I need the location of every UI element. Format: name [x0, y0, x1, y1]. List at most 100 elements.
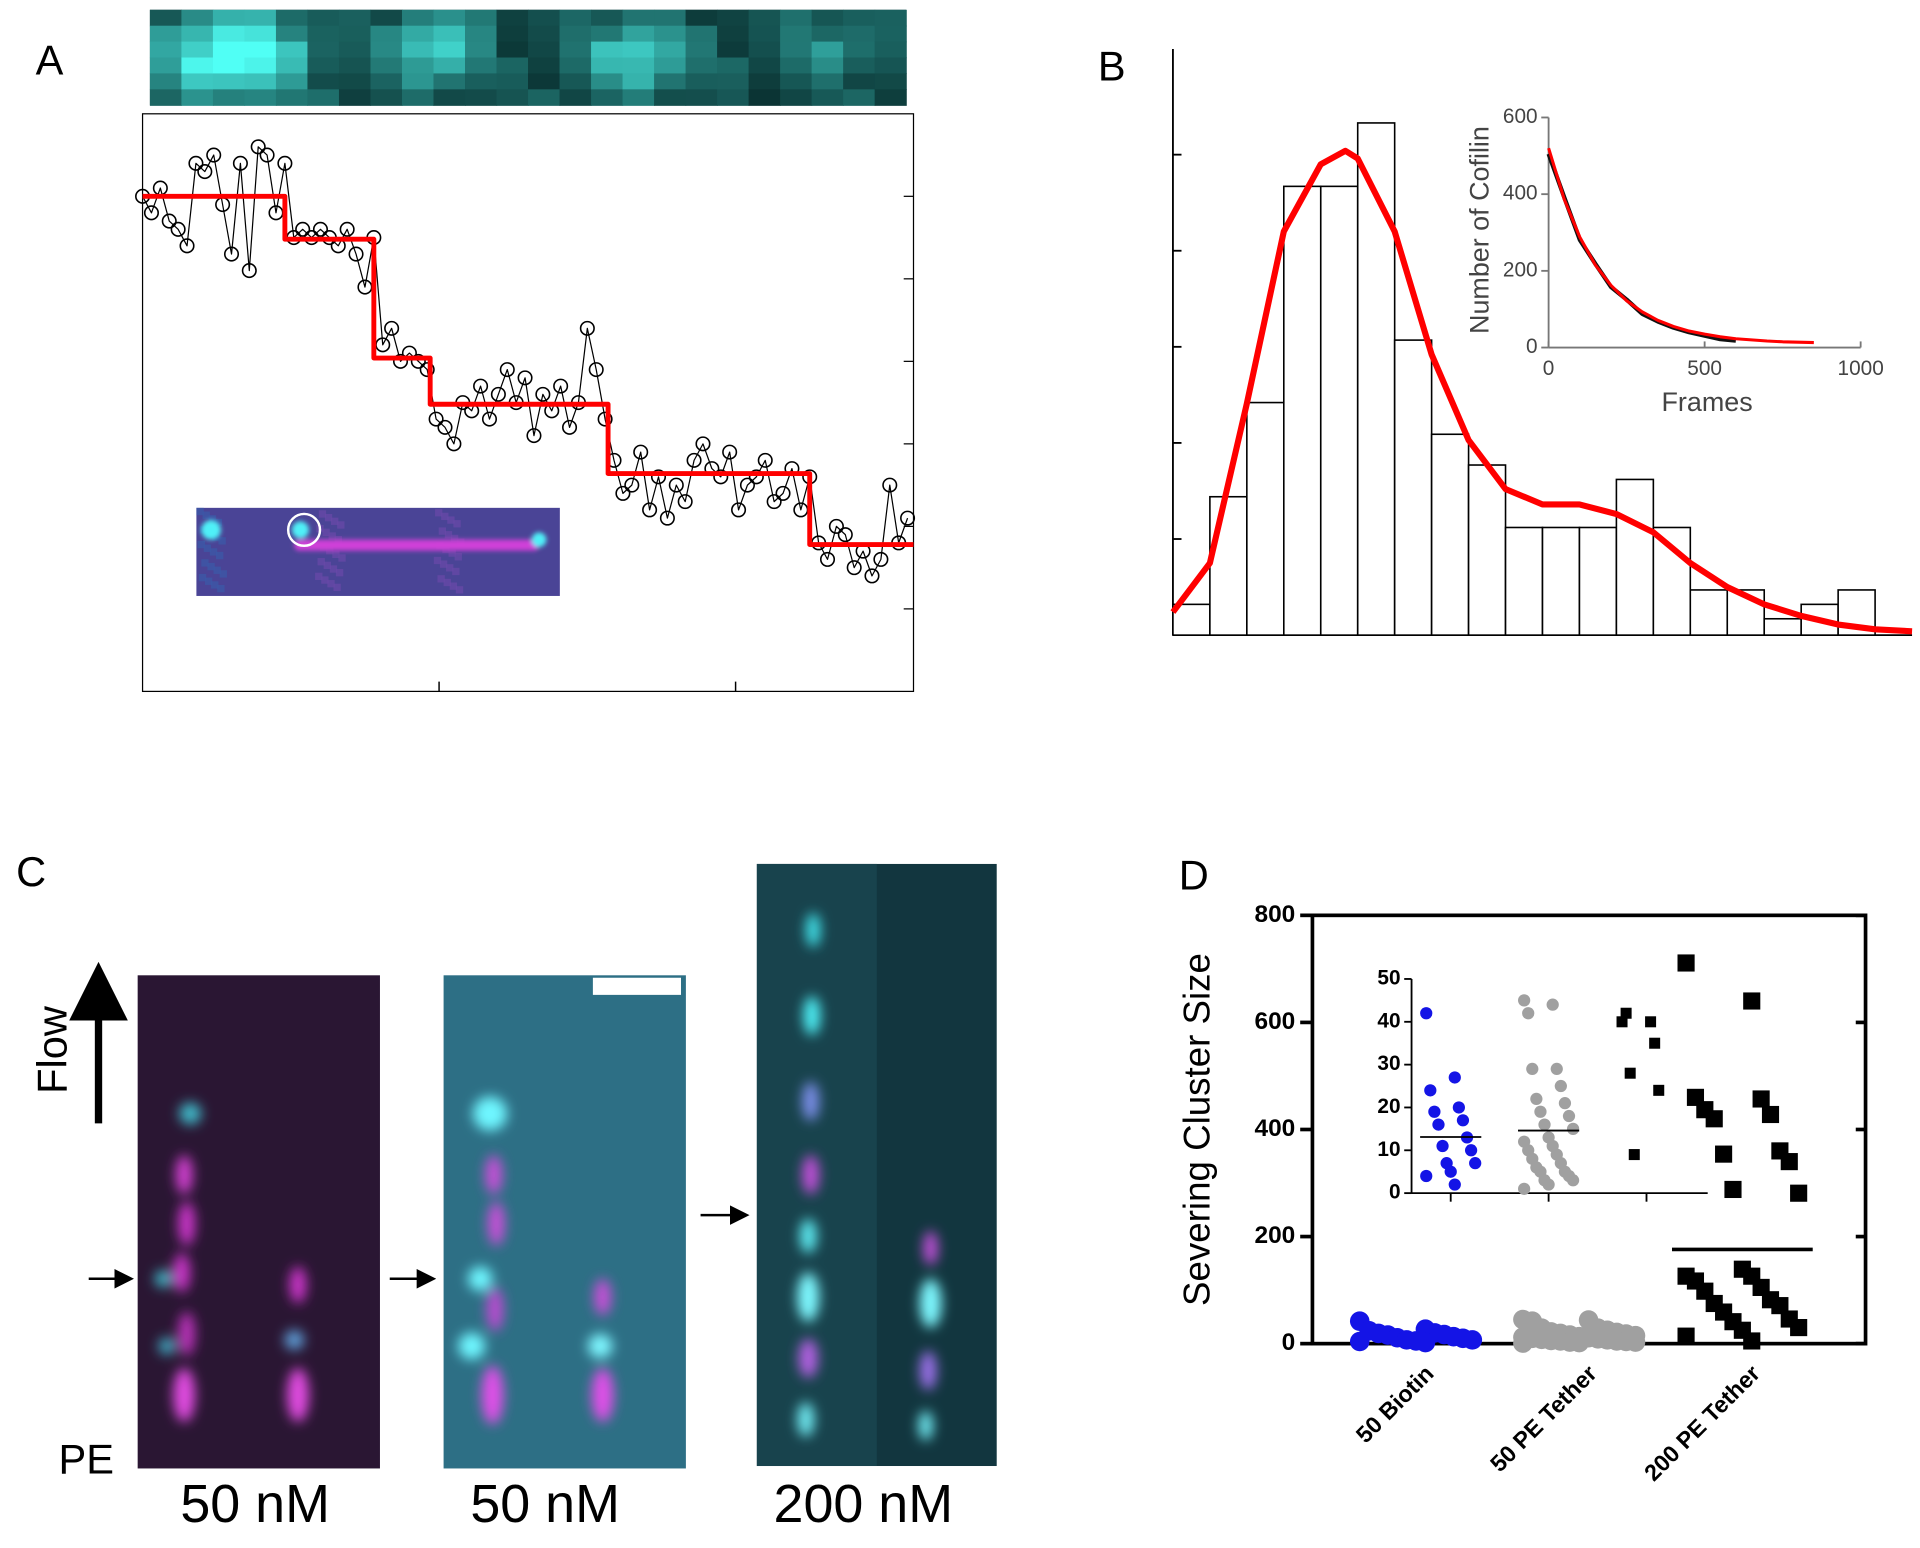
kymograph-pixel	[401, 9, 435, 27]
data-point	[686, 452, 702, 468]
kymograph-pixel	[496, 25, 529, 43]
spot	[291, 521, 309, 539]
kymograph-pixel	[307, 73, 340, 90]
kymograph-pixel	[338, 9, 372, 27]
data-point	[713, 469, 729, 485]
kymograph-pixel	[874, 9, 907, 27]
kymograph-pixel	[591, 25, 624, 43]
noise	[328, 532, 336, 540]
filament	[294, 539, 540, 551]
kymograph-pixel	[338, 57, 372, 75]
data-point	[1513, 1333, 1533, 1353]
data-point	[1464, 1144, 1478, 1157]
kymograph-pixel	[275, 9, 309, 27]
data-point	[437, 419, 453, 435]
kymograph-pixel	[717, 73, 750, 90]
data-point	[143, 205, 159, 221]
data-point	[837, 527, 853, 543]
data-point	[1518, 1182, 1531, 1195]
panel-label: C	[16, 848, 46, 895]
histogram-bar	[1652, 526, 1692, 636]
data-point	[757, 452, 773, 468]
kymograph-pixel	[149, 9, 183, 27]
micrograph-panel	[137, 863, 997, 1469]
kymograph-pixel	[780, 25, 813, 43]
noise	[197, 540, 205, 549]
data-point	[1566, 1174, 1580, 1187]
kymograph-pixel	[496, 73, 529, 90]
kymograph-pixel	[748, 9, 781, 27]
kymograph-pixel	[843, 9, 876, 27]
kymograph-pixel	[433, 25, 466, 43]
kymograph-pixel	[654, 57, 687, 75]
kymograph-pixel	[685, 41, 718, 59]
data-point	[1705, 1110, 1723, 1128]
kymograph-pixel	[780, 73, 813, 90]
noise	[435, 509, 443, 517]
kymograph-pixel	[275, 57, 309, 75]
kymograph-pixel	[654, 41, 687, 59]
histogram-bar	[1689, 589, 1729, 636]
kymograph-pixel	[401, 89, 435, 106]
y-tick-label: 400	[1254, 1115, 1295, 1142]
kymograph-pixel	[591, 9, 624, 27]
noise	[331, 517, 339, 525]
kymograph-pixel	[149, 25, 183, 43]
kymograph-pixel	[874, 89, 907, 106]
kymograph-pixel	[307, 9, 340, 27]
data-point	[1653, 1084, 1665, 1096]
kymograph-pixel	[496, 89, 529, 106]
data-point	[1538, 1118, 1551, 1131]
kymograph-pixel	[212, 25, 246, 43]
noise	[321, 576, 329, 584]
kymograph-pixel	[685, 9, 718, 27]
data-point	[1456, 1114, 1470, 1127]
kymograph-pixel	[528, 57, 561, 75]
kymograph-pixel	[685, 25, 718, 43]
data-point	[695, 436, 711, 452]
kymograph-pixel	[874, 73, 907, 90]
data-point	[1790, 1184, 1808, 1202]
noise	[438, 527, 447, 535]
kymograph-pixel	[401, 57, 435, 75]
x-tick-label: 500	[1687, 357, 1722, 380]
histogram-bar	[1504, 526, 1544, 636]
noise	[214, 518, 223, 527]
kymograph-pixel	[654, 25, 687, 43]
kymograph-pixel	[433, 89, 466, 106]
data-point	[1715, 1145, 1733, 1163]
data-line	[142, 146, 909, 577]
kymograph-pixel	[401, 41, 435, 59]
kymograph-pixel	[591, 89, 624, 106]
data-point	[579, 320, 595, 336]
histogram-bar	[1393, 339, 1433, 636]
noise	[318, 510, 327, 518]
y-tick-label: 200	[1254, 1222, 1295, 1249]
data-point	[428, 411, 444, 427]
kymograph-pixel	[275, 41, 309, 59]
noise	[433, 556, 442, 565]
data-point	[1780, 1153, 1798, 1171]
panel-label: D	[1179, 852, 1209, 899]
histogram-bar	[1726, 589, 1766, 636]
data-point	[642, 502, 658, 518]
data-line	[142, 193, 914, 547]
y-tick-label: 30	[1377, 1052, 1400, 1075]
histogram-bar	[1246, 401, 1285, 636]
data-point	[446, 436, 462, 452]
inset-micrograph	[196, 507, 560, 596]
kymograph-pixel	[149, 57, 183, 75]
data-point	[624, 477, 640, 493]
kymograph-pixel	[433, 73, 466, 90]
kymograph-pixel	[685, 89, 718, 106]
spot	[531, 532, 547, 548]
data-point	[864, 568, 880, 584]
kymograph-pixel	[465, 73, 498, 90]
fluorescence	[797, 912, 942, 1441]
kymograph-pixel	[465, 25, 498, 43]
kymograph-pixel	[717, 57, 750, 75]
kymograph-pixel	[149, 41, 183, 59]
kymograph-pixel	[370, 57, 403, 75]
